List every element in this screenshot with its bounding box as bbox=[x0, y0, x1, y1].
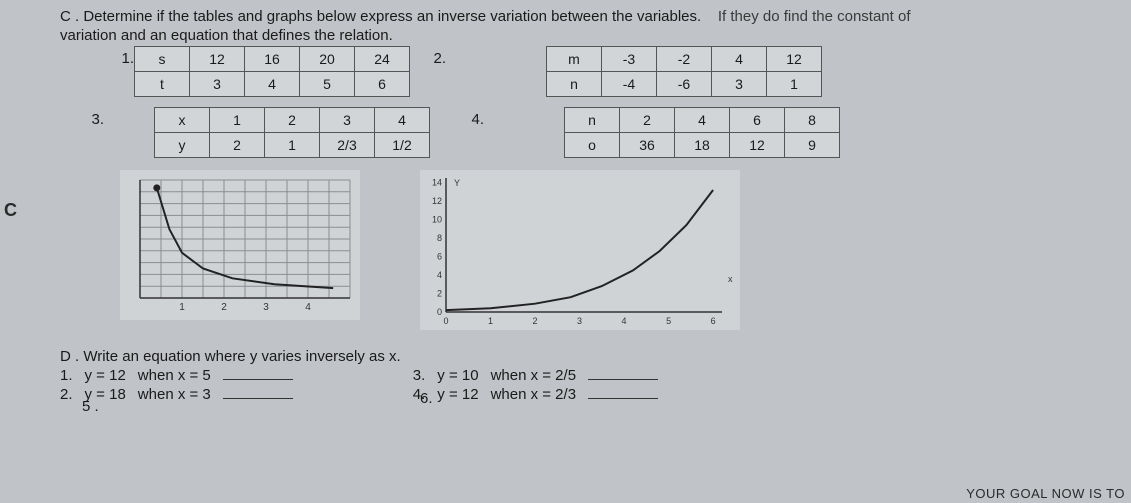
svg-text:3: 3 bbox=[263, 302, 269, 313]
svg-text:8: 8 bbox=[437, 233, 442, 243]
table-row: m -3 -2 4 12 bbox=[547, 47, 822, 72]
table-1: s 12 16 20 24 t 3 4 5 6 bbox=[134, 46, 410, 97]
svg-text:Y: Y bbox=[454, 178, 460, 188]
row-var: t bbox=[135, 72, 190, 97]
eq-cond: when x = 3 bbox=[138, 386, 211, 403]
table-row: n 2 4 6 8 bbox=[565, 108, 840, 133]
section-d-col-right: 3. y = 10 when x = 2/5 4. y = 12 when x … bbox=[413, 367, 658, 403]
table-2: m -3 -2 4 12 n -4 -6 3 1 bbox=[546, 46, 822, 97]
footer-cutoff-text: YOUR GOAL NOW IS TO bbox=[966, 486, 1125, 501]
svg-text:12: 12 bbox=[432, 196, 442, 206]
svg-text:2: 2 bbox=[221, 302, 227, 313]
svg-text:4: 4 bbox=[305, 302, 311, 313]
svg-text:4: 4 bbox=[437, 270, 442, 280]
answer-blank[interactable] bbox=[223, 367, 293, 380]
section-c-margin-label: C bbox=[4, 200, 17, 221]
svg-text:x: x bbox=[728, 274, 733, 284]
table-row: s 12 16 20 24 bbox=[135, 47, 410, 72]
eq-num: 2. bbox=[60, 386, 73, 403]
tables-row-2: 3. x 1 2 3 4 y 2 1 2/3 1/2 4. bbox=[80, 107, 1111, 158]
q1-label: 1. bbox=[110, 46, 134, 67]
q2-label: 2. bbox=[422, 46, 446, 67]
q3-label: 3. bbox=[80, 107, 104, 128]
eq-text: y = 12 bbox=[437, 386, 478, 403]
eq-text: y = 12 bbox=[85, 367, 126, 384]
section-c-prompt: C . Determine if the tables and graphs b… bbox=[60, 8, 1111, 25]
svg-text:0: 0 bbox=[443, 316, 448, 326]
chart-6: 012345602468101214Yx bbox=[420, 170, 740, 330]
row-var: x bbox=[155, 108, 210, 133]
row-var: n bbox=[547, 72, 602, 97]
eq-cond: when x = 2/5 bbox=[491, 367, 576, 384]
eq-item-4: 4. y = 12 when x = 2/3 bbox=[413, 386, 658, 403]
charts-row: 1234 012345602468101214Yx bbox=[120, 170, 1111, 330]
answer-blank[interactable] bbox=[588, 386, 658, 399]
answer-blank[interactable] bbox=[588, 367, 658, 380]
svg-text:0: 0 bbox=[437, 307, 442, 317]
svg-text:3: 3 bbox=[577, 316, 582, 326]
table-4: n 2 4 6 8 o 36 18 12 9 bbox=[564, 107, 840, 158]
svg-text:5: 5 bbox=[666, 316, 671, 326]
svg-text:2: 2 bbox=[437, 289, 442, 299]
row-var: m bbox=[547, 47, 602, 72]
chart-5: 1 2 3 4 bbox=[120, 170, 360, 320]
svg-text:6: 6 bbox=[437, 252, 442, 262]
svg-text:6: 6 bbox=[711, 316, 716, 326]
prompt-tail: If they do find the constant of bbox=[718, 8, 911, 25]
tables-row-1: 1. s 12 16 20 24 t 3 4 5 6 2. bbox=[110, 46, 1111, 97]
eq-num: 3. bbox=[413, 367, 426, 384]
row-var: s bbox=[135, 47, 190, 72]
eq-text: y = 10 bbox=[437, 367, 478, 384]
eq-num: 1. bbox=[60, 367, 73, 384]
table-3: x 1 2 3 4 y 2 1 2/3 1/2 bbox=[154, 107, 430, 158]
q1-block: 1. s 12 16 20 24 t 3 4 5 6 bbox=[110, 46, 410, 97]
eq-item-1: 1. y = 12 when x = 5 bbox=[60, 367, 293, 384]
q4-block: n 2 4 6 8 o 36 18 12 9 bbox=[564, 107, 840, 158]
svg-text:1: 1 bbox=[488, 316, 493, 326]
svg-text:4: 4 bbox=[622, 316, 627, 326]
q5-label: 5 . bbox=[82, 398, 99, 415]
svg-text:1: 1 bbox=[179, 302, 185, 313]
table-row: o 36 18 12 9 bbox=[565, 133, 840, 158]
q3-block: x 1 2 3 4 y 2 1 2/3 1/2 bbox=[154, 107, 430, 158]
eq-cond: when x = 2/3 bbox=[491, 386, 576, 403]
row-var: n bbox=[565, 108, 620, 133]
table-row: t 3 4 5 6 bbox=[135, 72, 410, 97]
svg-text:2: 2 bbox=[533, 316, 538, 326]
table-row: x 1 2 3 4 bbox=[155, 108, 430, 133]
q6-label: 6. bbox=[420, 390, 433, 407]
table-row: y 2 1 2/3 1/2 bbox=[155, 133, 430, 158]
section-c-prompt-line2: variation and an equation that defines t… bbox=[60, 27, 1111, 44]
svg-text:14: 14 bbox=[432, 178, 442, 188]
prompt-lead: C . Determine if the tables and graphs b… bbox=[60, 8, 701, 25]
eq-item-3: 3. y = 10 when x = 2/5 bbox=[413, 367, 658, 384]
row-var: o bbox=[565, 133, 620, 158]
table-row: n -4 -6 3 1 bbox=[547, 72, 822, 97]
row-var: y bbox=[155, 133, 210, 158]
q2-block: m -3 -2 4 12 n -4 -6 3 1 bbox=[546, 46, 822, 97]
svg-text:10: 10 bbox=[432, 215, 442, 225]
answer-blank[interactable] bbox=[223, 386, 293, 399]
worksheet-page: C C . Determine if the tables and graphs… bbox=[0, 0, 1131, 503]
eq-cond: when x = 5 bbox=[138, 367, 211, 384]
section-d-columns: 1. y = 12 when x = 5 2. y = 18 when x = … bbox=[60, 367, 1111, 403]
section-d-prompt: D . Write an equation where y varies inv… bbox=[60, 348, 1111, 365]
q4-label: 4. bbox=[460, 107, 484, 128]
section-d: D . Write an equation where y varies inv… bbox=[60, 348, 1111, 403]
